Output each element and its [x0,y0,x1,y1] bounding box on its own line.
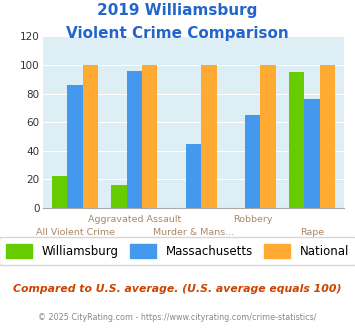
Text: Violent Crime Comparison: Violent Crime Comparison [66,26,289,41]
Bar [186,144,201,208]
Text: Rape: Rape [300,228,324,238]
Bar [83,65,98,208]
Text: 2019 Williamsburg: 2019 Williamsburg [97,3,258,18]
Bar [201,65,217,208]
Text: All Violent Crime: All Violent Crime [36,228,115,238]
Text: Compared to U.S. average. (U.S. average equals 100): Compared to U.S. average. (U.S. average … [13,284,342,294]
Bar [260,65,276,208]
Bar [142,65,157,208]
Bar [52,177,67,208]
Bar [127,71,142,208]
Text: Robbery: Robbery [233,215,272,224]
Bar [67,85,83,208]
Text: Aggravated Assault: Aggravated Assault [88,215,181,224]
Text: Murder & Mans...: Murder & Mans... [153,228,234,238]
Text: © 2025 CityRating.com - https://www.cityrating.com/crime-statistics/: © 2025 CityRating.com - https://www.city… [38,314,317,322]
Bar [111,185,127,208]
Legend: Williamsburg, Massachusetts, National: Williamsburg, Massachusetts, National [0,237,355,265]
Bar [304,99,320,208]
Bar [245,115,260,208]
Bar [320,65,335,208]
Bar [289,72,304,208]
